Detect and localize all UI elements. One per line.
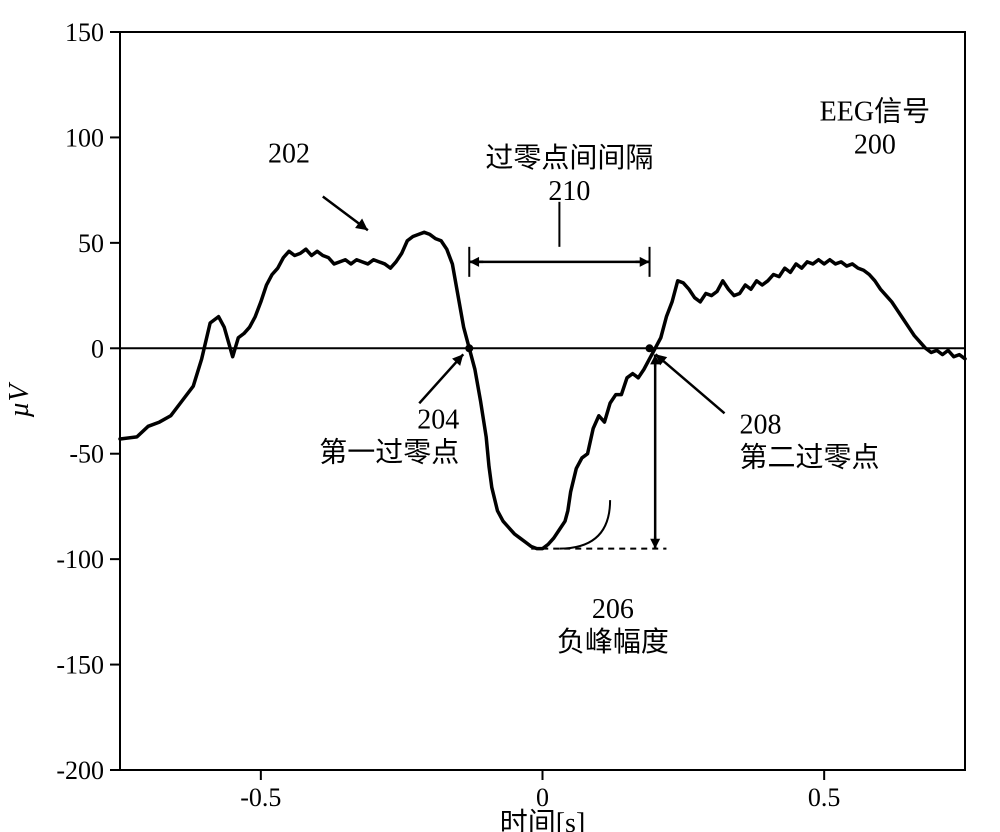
annot-206-num: 206: [592, 594, 634, 625]
annot-204-num: 204: [417, 404, 459, 435]
annot-200-num: 200: [854, 130, 896, 161]
annot-208-text: 第二过零点: [740, 441, 880, 473]
annot-210-text: 过零点间间隔: [485, 142, 653, 174]
y-axis-label: µV: [4, 381, 35, 417]
y-tick-label: -50: [69, 440, 104, 469]
eeg-signal-line: [120, 232, 965, 548]
x-tick-label: -0.5: [240, 783, 281, 812]
x-axis-label: 时间[s]: [500, 807, 586, 832]
y-tick-label: 0: [91, 334, 104, 363]
y-tick-label: 150: [65, 18, 104, 47]
y-tick-label: 50: [78, 229, 104, 258]
eeg-chart: -200-150-100-50050100150-0.500.5时间[s]µV过…: [0, 0, 1000, 832]
annot-210-num: 210: [548, 176, 590, 207]
annot-206-text: 负峰幅度: [557, 626, 669, 658]
y-tick-label: -100: [56, 545, 104, 574]
y-tick-label: -200: [56, 756, 104, 785]
x-tick-label: 0.5: [808, 783, 841, 812]
annot-204-text: 第一过零点: [319, 436, 459, 468]
chart-container: -200-150-100-50050100150-0.500.5时间[s]µV过…: [0, 0, 1000, 832]
y-tick-label: 100: [65, 123, 104, 152]
annot-208-num: 208: [740, 409, 782, 440]
y-tick-label: -150: [56, 651, 104, 680]
annot-202-num: 202: [268, 139, 310, 170]
annot-200-text: EEG信号: [820, 96, 930, 128]
